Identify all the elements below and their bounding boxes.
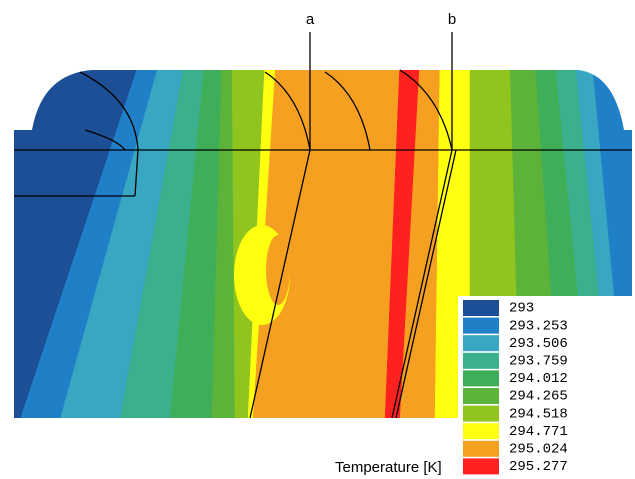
legend-swatch (463, 388, 499, 404)
legend-value: 294.265 (509, 389, 568, 405)
legend-title: Temperature [K] (335, 459, 442, 476)
legend-value: 295.277 (509, 459, 568, 475)
contour-band (266, 235, 290, 305)
point-label: a (306, 11, 315, 28)
legend-swatch (463, 458, 499, 475)
legend-value: 293.253 (509, 318, 568, 334)
legend-swatch (463, 335, 499, 352)
legend-value: 294.012 (509, 371, 568, 387)
legend-value: 294.771 (509, 424, 568, 440)
legend-swatch (463, 370, 499, 387)
legend-value: 294.518 (509, 406, 568, 422)
legend-swatch (463, 317, 499, 334)
point-label: b (448, 11, 456, 28)
legend-swatch (463, 352, 499, 369)
legend: 293293.253293.506293.759294.012294.26529… (463, 300, 568, 475)
legend-swatch (463, 405, 499, 422)
legend-value: 293.759 (509, 354, 568, 370)
legend-swatch (463, 440, 499, 457)
legend-value: 293 (509, 301, 534, 317)
legend-swatch (463, 300, 499, 316)
legend-value: 293.506 (509, 336, 568, 352)
legend-value: 295.024 (509, 442, 568, 458)
legend-swatch (463, 423, 499, 440)
geometry-lines (14, 32, 632, 419)
